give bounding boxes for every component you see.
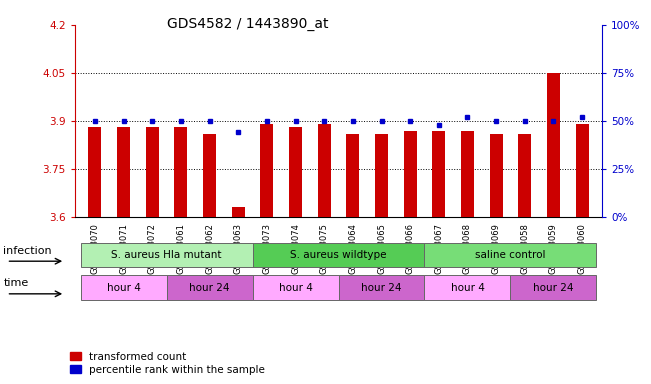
Text: saline control: saline control xyxy=(475,250,546,260)
Bar xyxy=(518,134,531,217)
Text: S. aureus wildtype: S. aureus wildtype xyxy=(290,250,387,260)
Bar xyxy=(203,134,216,217)
Text: hour 4: hour 4 xyxy=(107,283,141,293)
Text: hour 24: hour 24 xyxy=(533,283,574,293)
Bar xyxy=(510,275,596,300)
Bar xyxy=(461,131,474,217)
Bar xyxy=(289,127,302,217)
Bar xyxy=(424,275,510,300)
Bar xyxy=(117,127,130,217)
Text: time: time xyxy=(3,278,29,288)
Bar xyxy=(89,127,102,217)
Bar xyxy=(167,275,253,300)
Bar xyxy=(81,243,253,267)
Bar xyxy=(547,73,560,217)
Bar xyxy=(490,134,503,217)
Bar xyxy=(424,243,596,267)
Text: infection: infection xyxy=(3,246,52,256)
Bar xyxy=(253,243,424,267)
Text: S. aureus Hla mutant: S. aureus Hla mutant xyxy=(111,250,222,260)
Text: hour 24: hour 24 xyxy=(361,283,402,293)
Bar xyxy=(318,124,331,217)
Bar xyxy=(375,134,388,217)
Legend: transformed count, percentile rank within the sample: transformed count, percentile rank withi… xyxy=(70,352,265,375)
Bar xyxy=(81,275,167,300)
Bar xyxy=(575,124,589,217)
Text: hour 4: hour 4 xyxy=(450,283,484,293)
Text: hour 4: hour 4 xyxy=(279,283,312,293)
Bar xyxy=(346,134,359,217)
Text: GDS4582 / 1443890_at: GDS4582 / 1443890_at xyxy=(167,17,328,31)
Bar xyxy=(432,131,445,217)
Text: hour 24: hour 24 xyxy=(189,283,230,293)
Bar xyxy=(253,275,339,300)
Bar xyxy=(232,207,245,217)
Bar xyxy=(339,275,424,300)
Bar xyxy=(404,131,417,217)
Bar xyxy=(260,124,273,217)
Bar xyxy=(174,127,187,217)
Bar xyxy=(146,127,159,217)
